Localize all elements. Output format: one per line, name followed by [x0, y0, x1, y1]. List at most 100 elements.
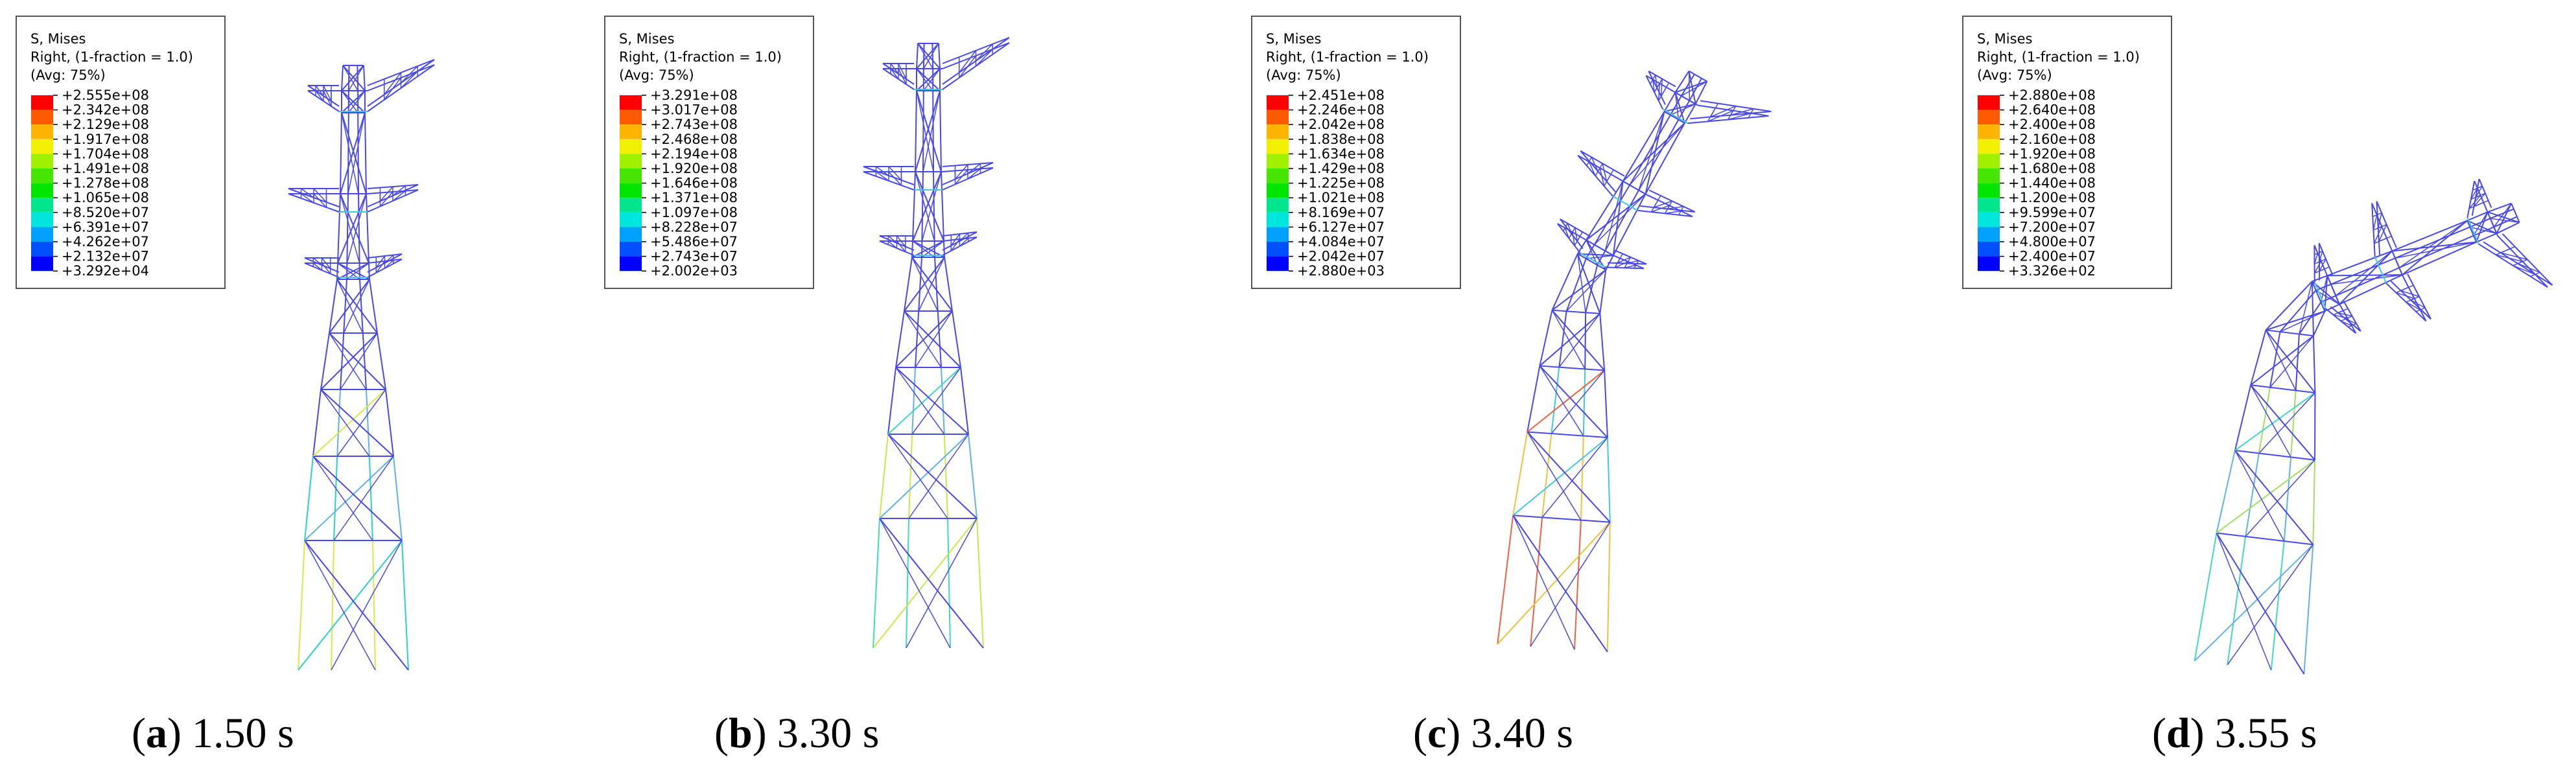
legend-band: [1267, 139, 1289, 154]
member: [1650, 79, 1654, 85]
legend-value: +2.400e+07: [2008, 249, 2096, 264]
member: [943, 434, 948, 519]
legend-value: +2.160e+08: [2008, 132, 2096, 147]
member: [1512, 432, 1528, 516]
member: [312, 456, 373, 541]
member: [1645, 122, 1685, 194]
member: [887, 434, 978, 519]
member: [2420, 309, 2431, 319]
member: [1576, 231, 1583, 242]
member: [912, 171, 942, 242]
member: [2227, 544, 2314, 666]
legend-value: +2.194e+08: [650, 146, 738, 161]
member: [315, 85, 324, 97]
member: [916, 68, 941, 91]
legend-value: +1.491e+08: [62, 161, 149, 176]
legend-band: [1978, 198, 2000, 213]
member: [1585, 244, 1595, 259]
member: [1664, 111, 1685, 124]
member: [1586, 255, 1613, 259]
member: [1633, 264, 1637, 269]
member: [320, 332, 378, 390]
member: [863, 166, 876, 172]
member: [921, 171, 924, 242]
member: [2245, 453, 2260, 537]
member: [1551, 367, 1560, 434]
member: [2487, 211, 2520, 224]
member: [968, 237, 978, 242]
member: [288, 193, 301, 199]
member: [992, 42, 1010, 55]
member: [2493, 216, 2518, 228]
member: [2535, 272, 2540, 275]
caption: (d) 3.55 s: [2152, 710, 2317, 757]
legend-band: [1978, 154, 2000, 168]
legend-band: [1978, 242, 2000, 257]
member: [2377, 212, 2382, 215]
member: [863, 171, 876, 177]
member: [2312, 459, 2316, 545]
member: [1557, 223, 1564, 231]
member: [879, 240, 889, 246]
legend-band: [31, 110, 53, 125]
member: [301, 193, 314, 203]
member: [2512, 265, 2536, 275]
legend-band: [620, 154, 642, 168]
member: [1573, 520, 1582, 650]
member: [915, 171, 944, 242]
member: [1551, 310, 1605, 371]
member: [2295, 334, 2300, 391]
legend-value: +1.200e+08: [2008, 190, 2096, 205]
member: [1622, 111, 1665, 182]
member: [975, 49, 993, 67]
member: [959, 232, 969, 242]
member: [329, 279, 370, 334]
member: [2406, 301, 2421, 310]
legend-avg: (Avg: 75%): [30, 67, 106, 83]
member: [1572, 232, 1575, 246]
legend-value: +1.920e+08: [650, 161, 738, 176]
legend-value: +3.017e+08: [650, 102, 738, 118]
member: [1700, 100, 1772, 112]
caption-time: 3.55 s: [2215, 710, 2317, 757]
member: [906, 518, 909, 649]
member: [2321, 295, 2336, 303]
member: [2410, 299, 2426, 308]
member: [304, 456, 394, 541]
member: [879, 518, 984, 649]
member: [1567, 223, 1573, 235]
member: [337, 262, 370, 280]
member: [1689, 78, 1702, 101]
member: [1586, 193, 1646, 241]
legend-value: +2.880e+08: [2008, 87, 2096, 103]
member: [400, 65, 418, 84]
member: [2415, 309, 2421, 312]
legend-avg: (Avg: 75%): [1266, 67, 1341, 83]
member: [1670, 103, 1696, 116]
member: [2466, 220, 2477, 242]
member: [916, 43, 939, 69]
member: [887, 434, 948, 519]
member: [911, 367, 916, 435]
member: [1558, 311, 1567, 367]
member: [1653, 195, 1661, 208]
caption-close: ): [1446, 710, 1460, 757]
member: [2400, 290, 2420, 297]
member: [375, 261, 386, 273]
member: [1558, 313, 1600, 368]
caption-close: ): [753, 710, 767, 757]
member: [315, 90, 324, 102]
member: [941, 367, 945, 435]
member: [904, 257, 945, 312]
member: [401, 540, 409, 671]
member: [968, 231, 978, 237]
member: [1582, 369, 1586, 436]
legend-value: +1.278e+08: [62, 176, 149, 191]
member: [379, 186, 393, 202]
legend-value: +4.262e+07: [62, 234, 149, 249]
member: [960, 367, 969, 435]
member: [320, 389, 370, 457]
member: [385, 389, 394, 457]
member: [329, 279, 338, 334]
member: [895, 367, 969, 435]
